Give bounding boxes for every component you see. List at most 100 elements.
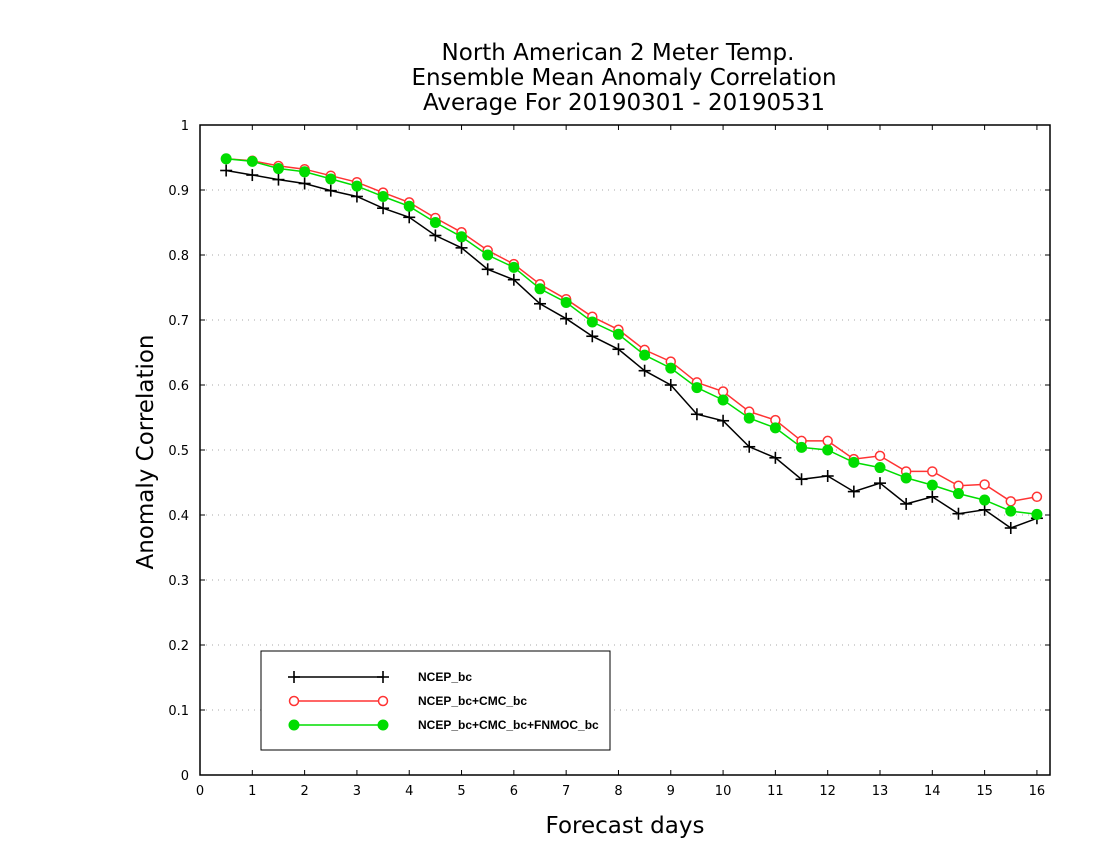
series-0-point-20 (743, 440, 756, 453)
series-2-point-20 (743, 412, 755, 424)
series-0-point-5 (350, 190, 363, 203)
y-tick-label-3: 0.3 (168, 574, 189, 589)
grid-lines (200, 189, 1050, 711)
x-tick-label-11: 11 (767, 784, 784, 799)
series-2-point-1 (246, 155, 258, 167)
legend-box (260, 650, 611, 751)
series-2-point-0 (220, 153, 232, 165)
series-0-point-6 (377, 202, 390, 215)
x-axis-label: Forecast days (546, 813, 705, 839)
series-0-point-9 (455, 241, 468, 254)
series-0-point-27 (926, 490, 939, 503)
series-0-point-17 (664, 379, 677, 391)
legend-item-1: NCEP_bc+CMC_bc (288, 694, 527, 708)
y-tick-label-4: 0.4 (168, 509, 189, 524)
legend-label-1: NCEP_bc+CMC_bc (418, 694, 527, 708)
x-tick-label-1: 1 (248, 784, 256, 799)
series-2-point-6 (377, 191, 389, 202)
series-0 (220, 164, 1043, 534)
x-tick-label-2: 2 (300, 784, 308, 799)
x-tick-label-3: 3 (353, 784, 361, 799)
y-tick-label-7: 0.7 (168, 314, 189, 329)
y-tick-label-10: 1 (181, 119, 189, 134)
series-2-point-17 (665, 362, 677, 374)
series-2-point-18 (691, 382, 703, 394)
legend-marker-end-0 (377, 671, 389, 683)
y-tick-label-9: 0.9 (168, 184, 189, 199)
series-0-point-25 (874, 477, 886, 490)
chart-title: North American 2 Meter Temp. Ensemble Me… (411, 40, 836, 116)
y-tick-label-8: 0.8 (168, 249, 189, 264)
x-axis-tick-labels: 0 1 2 3 4 5 6 7 8 9 10 11 12 13 14 15 16 (196, 784, 1045, 799)
series-0-point-12 (534, 297, 546, 310)
series-0-point-15 (612, 343, 625, 356)
x-tick-label-9: 9 (667, 784, 675, 799)
series-0-point-10 (481, 263, 494, 276)
x-tick-label-15: 15 (976, 784, 993, 799)
series-1-point-29 (979, 479, 990, 490)
x-tick-label-16: 16 (1029, 784, 1046, 799)
series-2-point-29 (979, 494, 991, 506)
series-2-point-30 (1005, 505, 1017, 517)
series-0-point-1 (246, 169, 259, 182)
series-2-point-24 (848, 456, 860, 468)
series-2-point-9 (456, 231, 468, 243)
x-tick-label-12: 12 (819, 784, 836, 799)
legend-label-2: NCEP_bc+CMC_bc+FNMOC_bc (418, 718, 599, 732)
series-0-point-30 (1004, 522, 1017, 534)
legend: NCEP_bc NCEP_bc+CMC_bc NCEP_bc+CMC_bc+FNMO… (260, 650, 611, 751)
series-line-0 (226, 169, 1038, 529)
series-1-point-30 (1005, 496, 1017, 507)
legend-item-0: NCEP_bc (288, 670, 472, 684)
y-axis-tick-labels: 0 0.1 0.2 0.3 0.4 0.5 0.6 0.7 0.8 0.9 1 (168, 119, 189, 784)
series-2-point-7 (403, 200, 415, 212)
series-2-point-15 (612, 328, 624, 340)
series-0-point-7 (403, 211, 416, 224)
series-2-point-2 (272, 163, 284, 175)
series-2-point-14 (586, 316, 598, 328)
series-0-point-4 (324, 184, 337, 197)
axis-ticks (199, 124, 1050, 776)
legend-marker-start-2 (288, 719, 300, 731)
series-2-point-28 (952, 488, 964, 500)
series-0-point-3 (298, 177, 311, 190)
series-2-point-27 (926, 479, 938, 491)
x-tick-label-5: 5 (457, 784, 465, 799)
series-0-point-23 (821, 470, 834, 482)
series-2-point-3 (299, 166, 311, 178)
series-1 (220, 153, 1043, 507)
x-tick-label-4: 4 (405, 784, 413, 799)
x-tick-label-6: 6 (510, 784, 518, 799)
series-0-point-22 (795, 473, 808, 486)
series-0-point-26 (900, 497, 913, 510)
x-tick-label-0: 0 (196, 784, 204, 799)
series-1-point-27 (927, 466, 938, 477)
series-0-point-0 (220, 164, 233, 177)
legend-marker-start-1 (288, 695, 300, 707)
series-2-point-4 (325, 173, 337, 185)
x-tick-label-8: 8 (614, 784, 622, 799)
y-tick-label-5: 0.5 (168, 444, 189, 459)
legend-item-2: NCEP_bc+CMC_bc+FNMOC_bc (288, 718, 599, 732)
y-tick-label-6: 0.6 (168, 379, 189, 394)
series-0-point-13 (560, 312, 573, 325)
series-0-point-8 (429, 229, 442, 242)
series-1-point-31 (1031, 491, 1043, 503)
series-2-point-11 (508, 261, 520, 273)
series-1-point-25 (874, 450, 886, 462)
y-tick-label-2: 0.2 (168, 639, 189, 654)
series-2-point-8 (429, 217, 441, 228)
series-2-point-5 (351, 180, 363, 192)
series-2-point-19 (717, 394, 729, 406)
series-2-point-10 (482, 249, 494, 261)
series-0-point-16 (638, 364, 651, 377)
series-2-point-16 (639, 349, 651, 361)
series-0-point-14 (586, 330, 599, 343)
series-2-point-12 (534, 283, 546, 295)
series-0-point-28 (952, 507, 965, 520)
series-2-point-31 (1031, 508, 1043, 520)
series-0-point-19 (717, 414, 730, 427)
series-0-point-18 (690, 408, 703, 421)
legend-marker-start-0 (288, 671, 300, 683)
x-tick-label-14: 14 (924, 784, 941, 799)
